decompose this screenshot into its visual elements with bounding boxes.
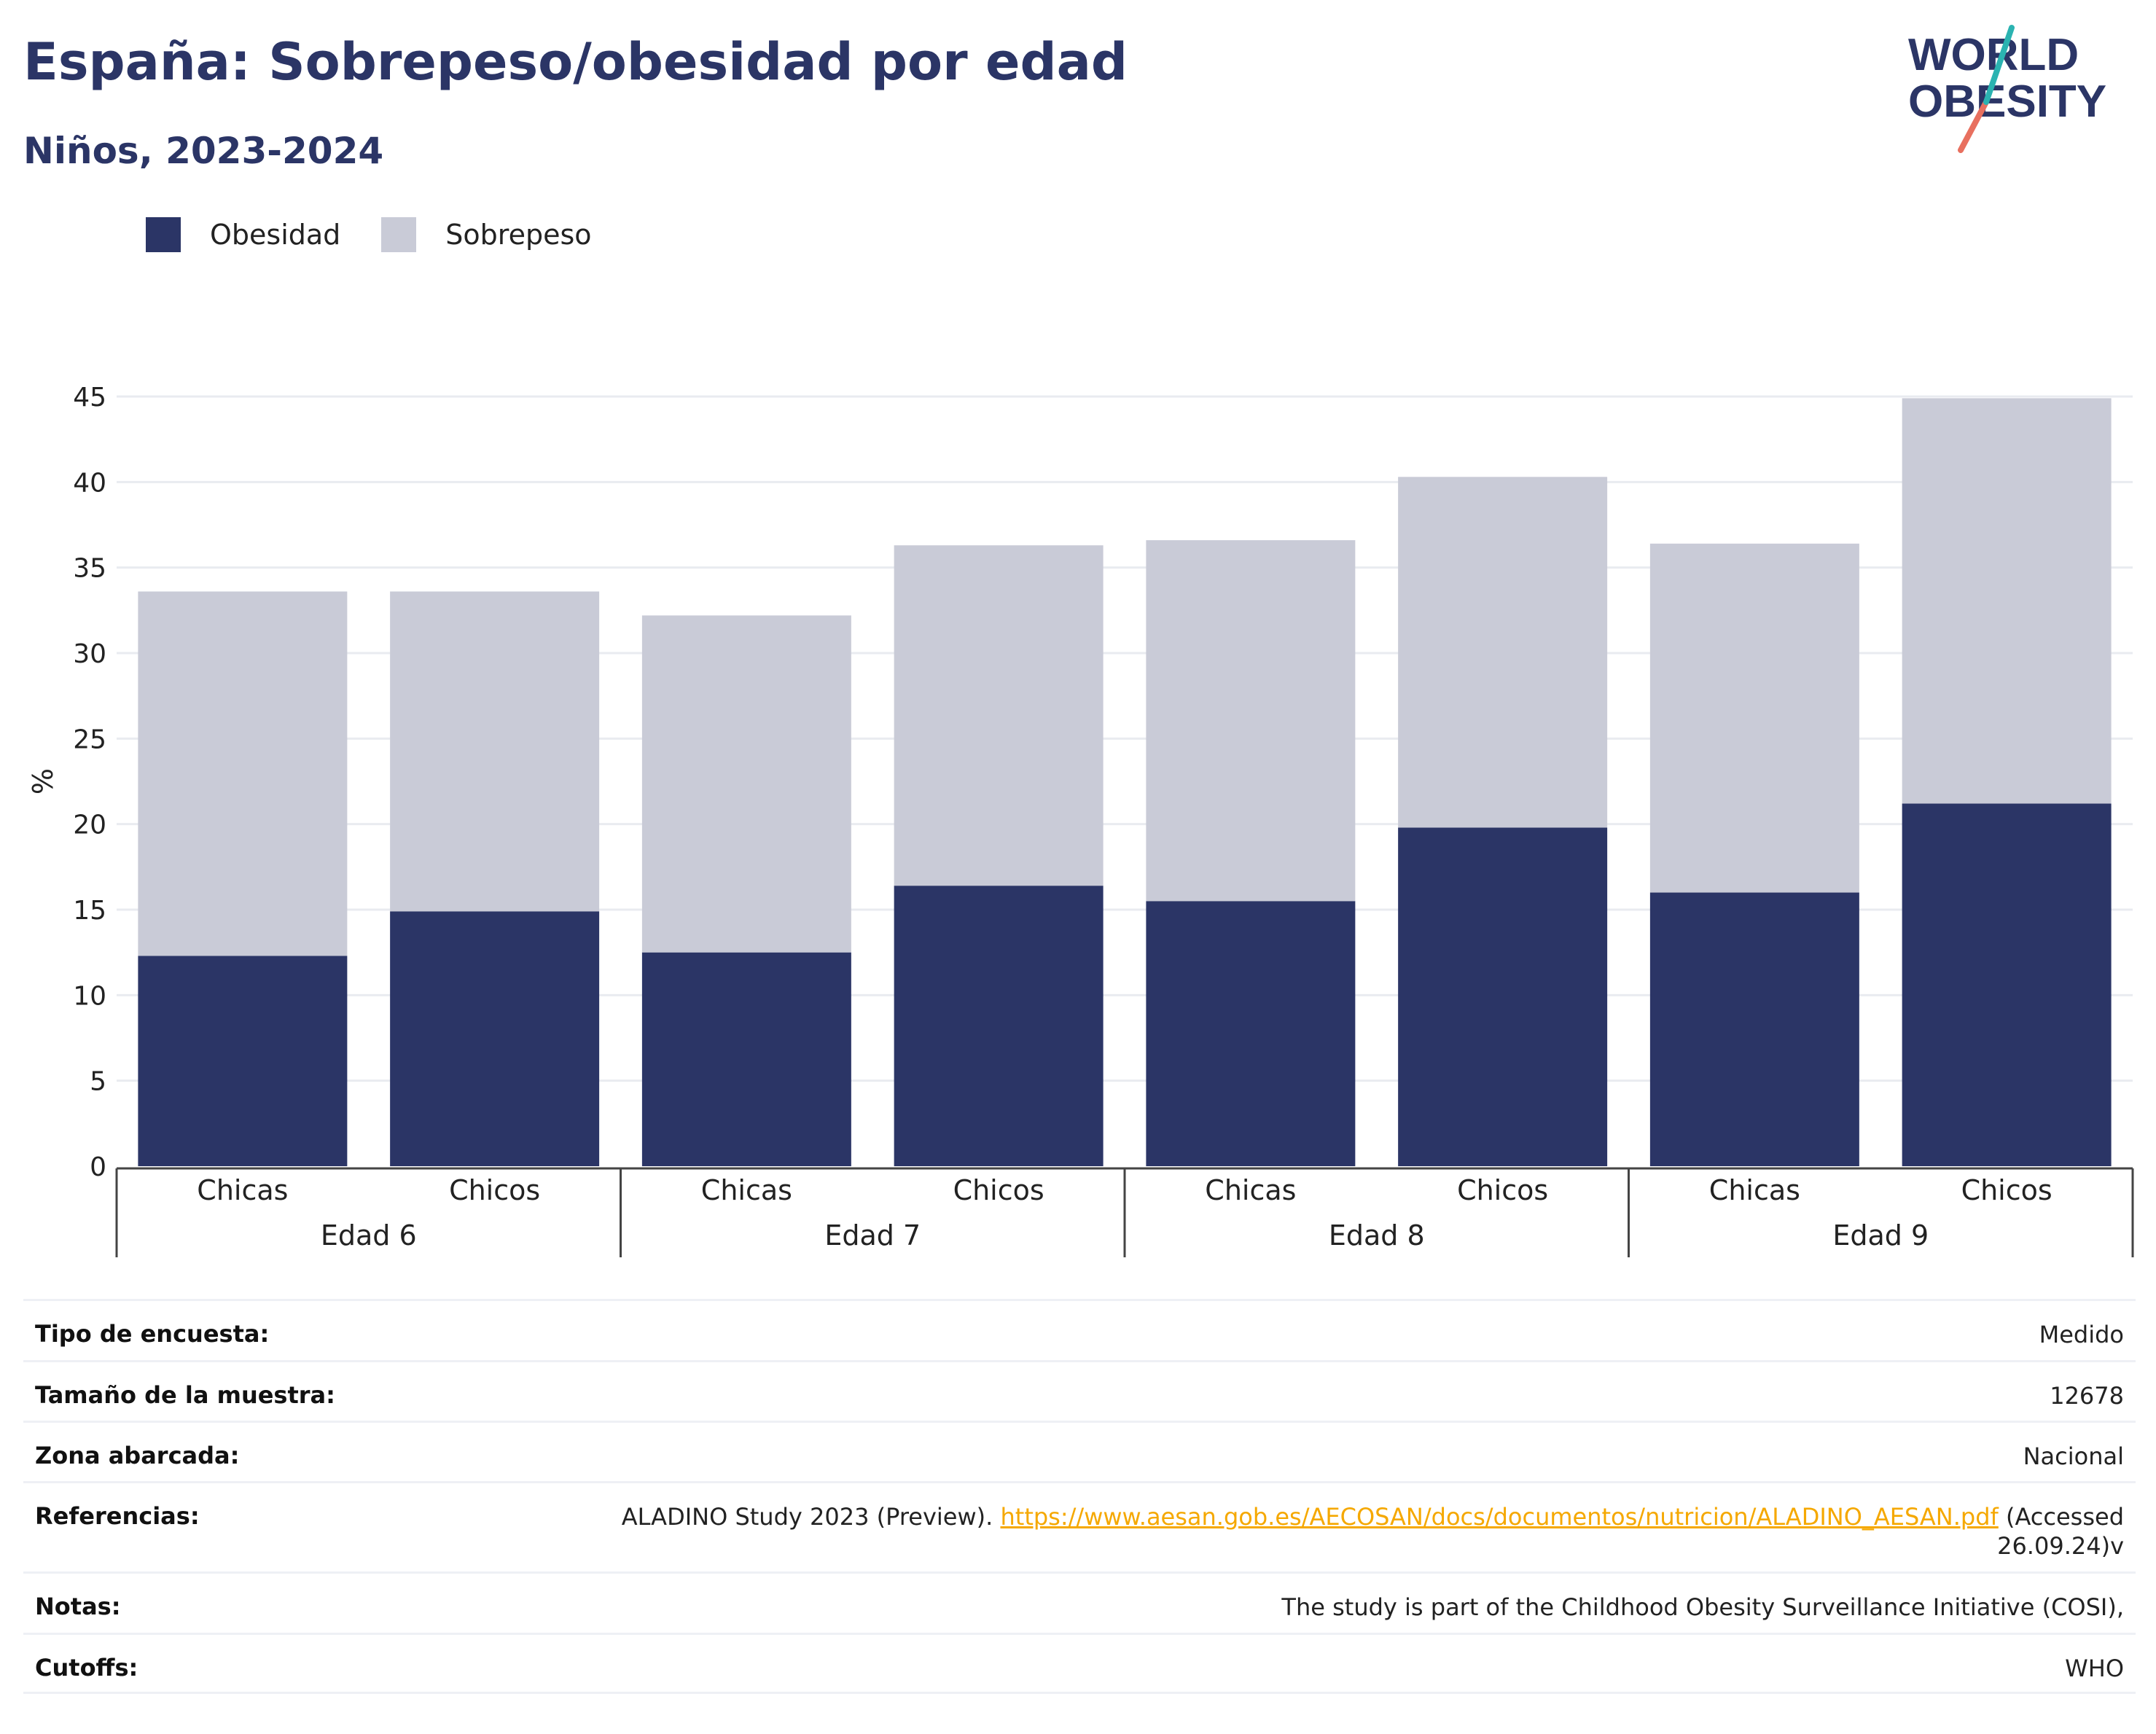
bar-obesidad-6 xyxy=(1649,892,1859,1166)
bar-obesidad-3 xyxy=(894,886,1104,1166)
meta-label: Tipo de encuesta: xyxy=(35,1320,270,1348)
reference-text: ALADINO Study 2023 (Preview). xyxy=(621,1503,1001,1531)
x-group-label: Edad 9 xyxy=(1832,1219,1929,1251)
y-tick-label: 30 xyxy=(73,639,106,669)
y-tick-label: 25 xyxy=(73,725,106,754)
bar-sobrepeso-3 xyxy=(894,545,1104,886)
y-tick-label: 10 xyxy=(73,981,106,1011)
y-tick-label: 15 xyxy=(73,896,106,926)
meta-label: Notas: xyxy=(35,1593,121,1620)
bar-sobrepeso-2 xyxy=(641,615,851,953)
bar-sobrepeso-1 xyxy=(390,591,600,912)
bar-sobrepeso-6 xyxy=(1649,543,1859,893)
y-tick-label: 35 xyxy=(73,554,106,584)
legend-swatch-sobrepeso xyxy=(381,217,417,252)
x-tick-label: Chicos xyxy=(1961,1174,2053,1206)
bar-obesidad-7 xyxy=(1902,803,2112,1166)
x-tick-label: Chicas xyxy=(1205,1174,1296,1206)
bar-obesidad-0 xyxy=(138,956,348,1166)
logo-line2: OBESITY xyxy=(1908,77,2106,127)
meta-label: Tamaño de la muestra: xyxy=(35,1381,335,1409)
x-tick-label: Chicos xyxy=(1457,1174,1548,1206)
bar-sobrepeso-5 xyxy=(1398,477,1608,828)
bar-sobrepeso-7 xyxy=(1902,398,2112,804)
meta-value: WHO xyxy=(2065,1655,2124,1682)
meta-row-area: Zona abarcada: Nacional xyxy=(23,1421,2136,1481)
y-axis-label: % xyxy=(27,768,59,794)
x-tick-label: Chicas xyxy=(1709,1174,1800,1206)
bar-obesidad-5 xyxy=(1398,827,1608,1166)
bar-chart: 0 5 10 15 20 25 30 35 40 45% Chicas Chicos Chicas Chi… xyxy=(27,383,2134,1257)
legend-swatch-obesidad xyxy=(146,217,181,252)
y-tick-label: 45 xyxy=(73,383,106,413)
legend-label-obesidad: Obesidad xyxy=(210,219,341,251)
meta-value: Medido xyxy=(2039,1321,2124,1348)
bar-sobrepeso-4 xyxy=(1146,540,1356,902)
reference-link[interactable]: https://www.aesan.gob.es/AECOSAN/docs/do… xyxy=(1000,1503,1999,1531)
y-tick-label: 40 xyxy=(73,468,106,498)
survey-details: Tipo de encuesta: Medido Tamaño de la mu… xyxy=(23,1299,2136,1694)
y-tick-label: 0 xyxy=(90,1152,106,1182)
meta-value: Nacional xyxy=(2023,1442,2124,1470)
meta-row-references: Referencias: ALADINO Study 2023 (Preview… xyxy=(23,1481,2136,1571)
reference-accessed: (Accessed 26.09.24)v xyxy=(1997,1503,2124,1560)
meta-row-cutoffs: Cutoffs: WHO xyxy=(23,1633,2136,1694)
page-title: España: Sobrepeso/obesidad por edad xyxy=(23,32,1128,92)
meta-row-survey-type: Tipo de encuesta: Medido xyxy=(23,1299,2136,1360)
x-tick-label: Chicas xyxy=(701,1174,792,1206)
legend-item-obesidad[interactable]: Obesidad xyxy=(146,217,340,252)
y-tick-label: 20 xyxy=(73,811,106,840)
x-tick-label: Chicos xyxy=(449,1174,540,1206)
logo-slash-red xyxy=(1958,99,1989,153)
meta-row-sample-size: Tamaño de la muestra: 12678 xyxy=(23,1360,2136,1421)
legend-item-sobrepeso[interactable]: Sobrepeso xyxy=(381,217,592,252)
meta-value: The study is part of the Childhood Obesi… xyxy=(1281,1593,2124,1621)
x-group-label: Edad 8 xyxy=(1329,1219,1425,1251)
bar-obesidad-4 xyxy=(1146,901,1356,1166)
x-group-label: Edad 7 xyxy=(824,1219,921,1251)
legend-label-sobrepeso: Sobrepeso xyxy=(445,219,592,251)
meta-label: Referencias: xyxy=(35,1502,200,1530)
world-obesity-logo: WORLD OBESITY xyxy=(1908,25,2106,153)
meta-label: Cutoffs: xyxy=(35,1654,138,1682)
x-group-label: Edad 6 xyxy=(321,1219,417,1251)
bar-sobrepeso-0 xyxy=(138,591,348,956)
meta-label: Zona abarcada: xyxy=(35,1442,240,1469)
meta-value-references: ALADINO Study 2023 (Preview). https://ww… xyxy=(520,1502,2124,1561)
meta-value: 12678 xyxy=(2050,1382,2124,1410)
bar-obesidad-1 xyxy=(390,911,600,1166)
page-subtitle: Niños, 2023-2024 xyxy=(23,130,384,172)
x-tick-label: Chicos xyxy=(953,1174,1044,1206)
logo-slash-teal xyxy=(1983,25,2015,105)
x-tick-label: Chicas xyxy=(197,1174,288,1206)
chart-legend: Obesidad Sobrepeso xyxy=(146,217,633,252)
y-tick-label: 5 xyxy=(90,1067,106,1097)
meta-row-notes: Notas: The study is part of the Childhoo… xyxy=(23,1571,2136,1633)
bar-obesidad-2 xyxy=(641,952,851,1166)
